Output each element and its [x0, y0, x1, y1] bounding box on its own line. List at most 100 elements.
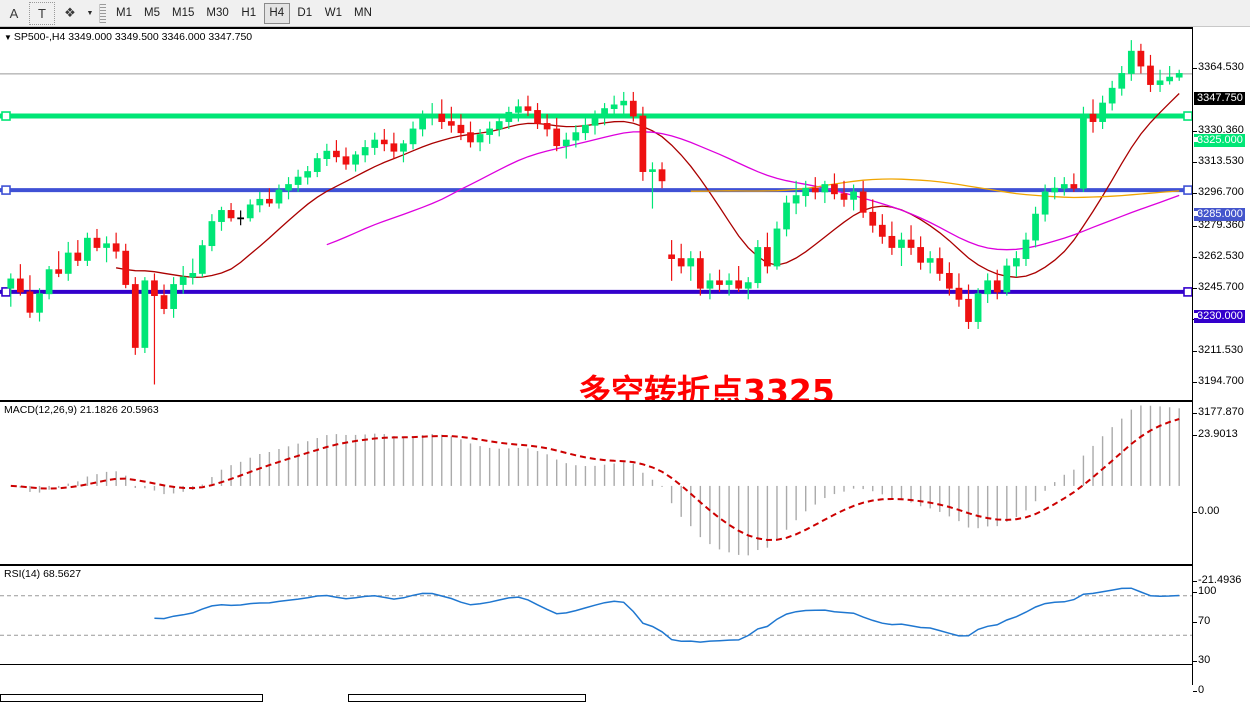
price-highlight-support-line[interactable]: 3230.000: [1193, 309, 1245, 323]
rsi-label-1: 70: [1198, 614, 1211, 627]
candle: [534, 103, 541, 129]
candle: [371, 132, 379, 155]
candle: [218, 206, 225, 231]
candle: [668, 240, 675, 281]
candle: [7, 273, 15, 307]
candle: [486, 121, 494, 144]
ma-fast: [115, 93, 1180, 278]
candle: [1108, 80, 1116, 111]
candle: [524, 95, 532, 117]
text-tool-icon[interactable]: A: [9, 5, 19, 21]
candle: [428, 103, 436, 126]
chart-annotation: 多空转折点3325: [578, 372, 835, 401]
rsi-pane[interactable]: RSI(14) 68.5627: [0, 565, 1192, 665]
candle: [333, 140, 340, 163]
collapse-icon[interactable]: ▼: [4, 33, 12, 42]
candle: [1175, 69, 1183, 81]
rsi-label: RSI(14) 68.5627: [4, 568, 82, 580]
candle: [965, 284, 972, 329]
green-level-line-handle: [1, 111, 11, 121]
macd-label-1: 0.00: [1198, 504, 1220, 517]
price-scale[interactable]: 3364.530 3330.360 3313.530 3296.700 3279.360…: [1192, 27, 1250, 696]
candle: [907, 225, 915, 255]
blue-level-line-handle: [1183, 185, 1192, 195]
candle: [1041, 184, 1049, 222]
price-label-5: 3262.530: [1198, 249, 1244, 262]
macd-label: MACD(12,26,9) 21.1826 20.5963: [4, 404, 159, 416]
candle: [974, 288, 982, 329]
timeframe-h4[interactable]: H4: [263, 2, 290, 24]
timeframe-m30[interactable]: M30: [206, 7, 229, 19]
price-label-2: 3313.530: [1198, 155, 1244, 168]
price-highlight-resistance-line[interactable]: 3325.000: [1193, 134, 1245, 148]
scale-tick: [1193, 131, 1197, 133]
candle: [945, 262, 953, 296]
candle: [505, 106, 513, 129]
scale-tick: [1193, 581, 1197, 583]
candle: [409, 121, 417, 150]
candle: [802, 180, 810, 207]
price-highlight-mid-line[interactable]: 3285.000: [1193, 208, 1245, 222]
candle: [122, 243, 130, 289]
candle: [917, 236, 924, 270]
scale-tick: [1193, 691, 1197, 692]
macd-pane[interactable]: MACD(12,26,9) 21.1826 20.5963: [0, 401, 1192, 565]
candle: [878, 214, 886, 244]
timeframe-mn[interactable]: MN: [354, 7, 372, 19]
candle: [438, 99, 446, 129]
candle: [735, 265, 743, 292]
darkblue-level-line-handle: [1183, 287, 1192, 297]
timeframe-d1[interactable]: D1: [297, 7, 313, 19]
price-pane[interactable]: ▼ SP500-,H4 3349.000 3349.500 3346.000 33…: [0, 27, 1192, 401]
candle: [639, 106, 647, 181]
candle: [447, 106, 455, 133]
candle: [677, 243, 685, 274]
price-label-3: 3296.700: [1198, 186, 1244, 199]
candle: [419, 110, 426, 137]
candle: [696, 251, 704, 296]
candle: [1118, 66, 1126, 96]
timeframe-w1[interactable]: W1: [324, 7, 342, 19]
macd-label-2: -21.4936: [1198, 574, 1242, 587]
candle: [64, 241, 72, 281]
timeframe-m1[interactable]: M1: [116, 7, 132, 19]
candle: [189, 258, 197, 285]
timeframe-m15[interactable]: M15: [172, 7, 195, 19]
candle: [275, 184, 283, 209]
price-highlight-last-price[interactable]: 3347.750: [1194, 91, 1245, 105]
candle: [1080, 106, 1087, 192]
scale-tick: [1193, 592, 1197, 593]
timeframe-h1[interactable]: H1: [241, 7, 257, 19]
rsi-line: [154, 587, 1180, 643]
candle: [476, 128, 484, 152]
candle: [620, 91, 628, 115]
scale-tick: [1193, 67, 1197, 69]
candle: [783, 195, 790, 237]
candle: [984, 273, 992, 304]
candle: [773, 221, 781, 270]
label-tool-icon[interactable]: T: [29, 1, 55, 25]
timeframe-m5[interactable]: M5: [144, 7, 160, 19]
candle: [582, 117, 589, 141]
candle: [869, 199, 877, 233]
scale-tick: [1193, 193, 1197, 195]
candle: [754, 240, 762, 289]
candle: [131, 277, 139, 355]
darkblue-level-line-handle: [1, 287, 11, 297]
candle: [467, 121, 474, 148]
candle: [256, 191, 264, 213]
scale-tick: [1193, 413, 1197, 415]
level-marker-icon: [1193, 312, 1198, 318]
chart-area[interactable]: ▼ SP500-,H4 3349.000 3349.500 3346.000 33…: [0, 27, 1250, 685]
objects-tool-icon[interactable]: ❖: [64, 5, 76, 20]
candle: [591, 110, 599, 135]
candle: [266, 188, 273, 207]
candle: [811, 177, 819, 200]
chevron-down-icon[interactable]: ▼: [86, 9, 94, 17]
price-label-6: 3245.700: [1198, 280, 1244, 293]
rsi-label-0: 100: [1198, 585, 1217, 597]
scale-tick: [1193, 434, 1197, 436]
candle: [553, 117, 561, 152]
symbol-ohlc-label: ▼ SP500-,H4 3349.000 3349.500 3346.000 33…: [4, 31, 252, 43]
candle: [658, 162, 666, 189]
